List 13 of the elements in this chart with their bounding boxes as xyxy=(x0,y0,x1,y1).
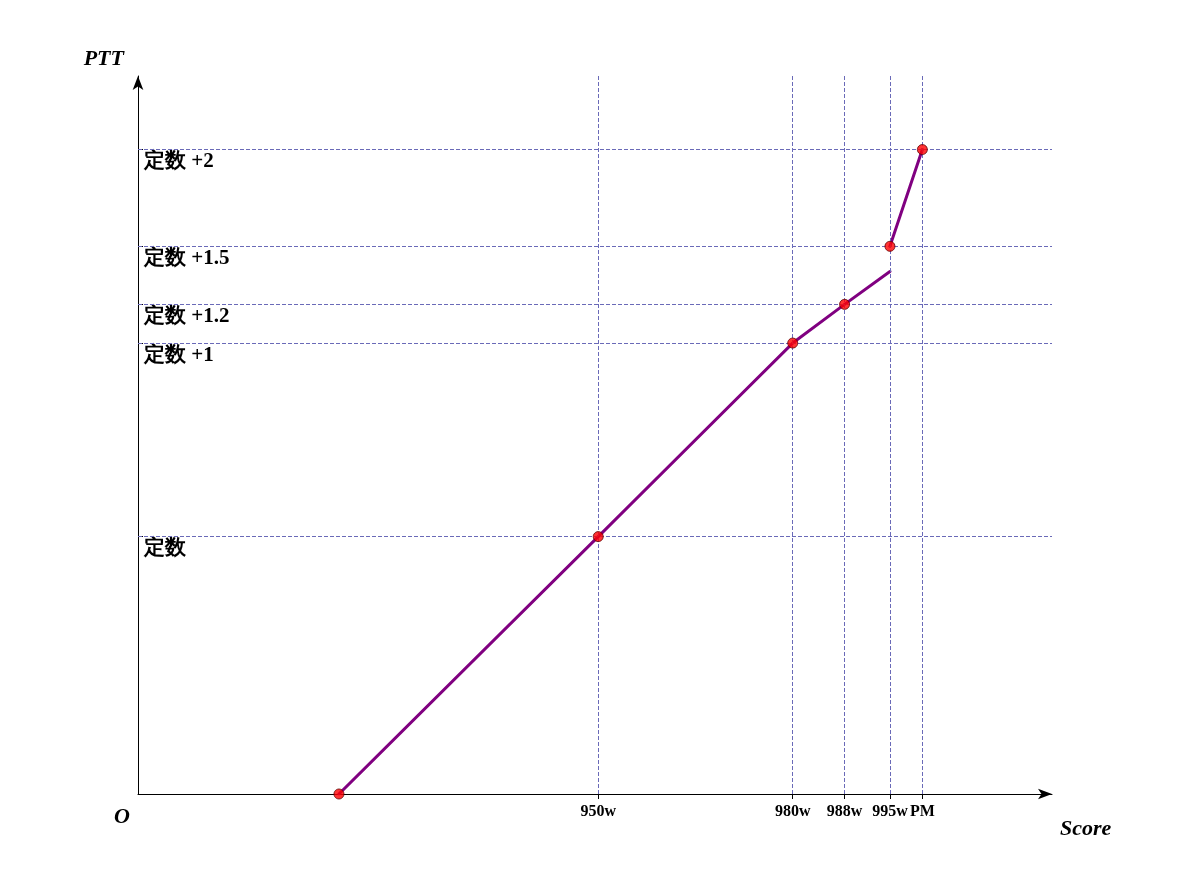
y-tick-label: 定数 +1.2 xyxy=(143,302,230,327)
y-axis-title: PTT xyxy=(82,44,126,70)
y-tick-label: 定数 xyxy=(143,535,187,560)
y-tick-label: 定数 +1 xyxy=(143,341,214,366)
x-tick-label: 988w xyxy=(826,801,863,819)
x-axis-title: Score xyxy=(1060,814,1112,840)
y-tick-label: 定数 +1.5 xyxy=(143,244,230,269)
x-tick-label: 980w xyxy=(774,801,811,819)
y-tick-label: 定数 +2 xyxy=(143,148,214,173)
text: O xyxy=(114,802,130,828)
x-tick-label: 950w xyxy=(580,801,617,819)
x-tick-label: PM xyxy=(909,801,935,819)
x-tick-label: 995w xyxy=(872,801,909,819)
